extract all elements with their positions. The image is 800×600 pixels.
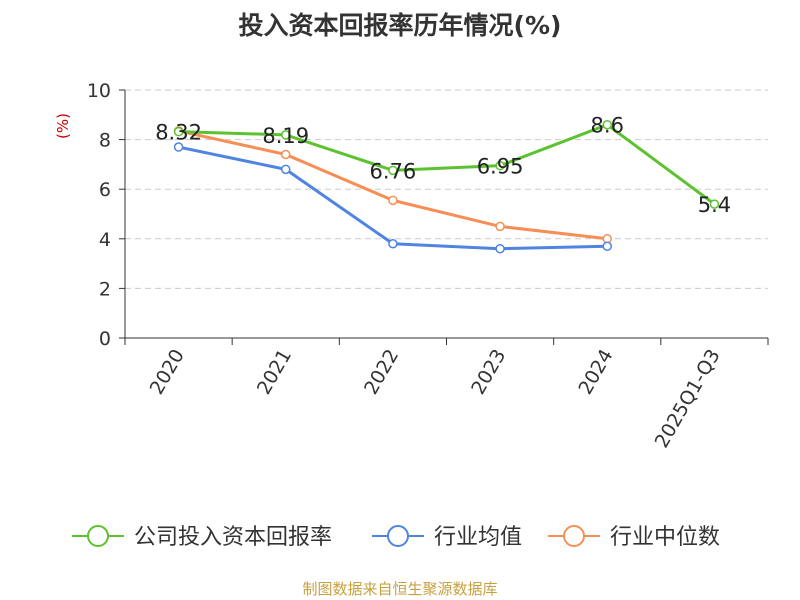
x-tick-label-2021: 2021	[253, 346, 296, 399]
series	[173, 119, 720, 254]
data-label-0: 8.32	[155, 121, 202, 145]
data-point-s0-0	[173, 126, 184, 137]
data-point-s1-0	[173, 142, 184, 152]
legend-label-0: 公司投入资本回报率	[134, 525, 332, 550]
data-labels: 8.32 8.19 6.76 6.95 8.6 5.4	[155, 114, 731, 217]
data-label-5: 5.4	[698, 193, 731, 217]
y-axis-label: (%)	[54, 113, 72, 139]
y-tick-label-4: 4	[99, 229, 111, 251]
y-tick-label-0: 0	[99, 328, 111, 350]
data-point-s2-1	[281, 149, 291, 160]
data-point-s0-5	[709, 199, 720, 209]
x-tick-label-2025Q1-Q3: 2025Q1-Q3	[651, 346, 725, 452]
series-line-2	[178, 129, 608, 241]
data-label-1: 8.19	[262, 124, 309, 148]
data-label-4: 8.6	[591, 114, 624, 138]
data-point-s1-2	[388, 239, 398, 249]
x-tick-label-2024: 2024	[574, 346, 617, 399]
legend-marker-2	[563, 525, 585, 547]
data-point-s1-3	[495, 243, 505, 254]
data-point-s0-1	[281, 130, 291, 140]
data-point-s0-3	[495, 160, 505, 171]
y-tick-label-10: 10	[87, 80, 111, 102]
series-line-0	[178, 123, 716, 206]
y-tick-label-8: 8	[99, 130, 111, 152]
legend-marker-0	[87, 525, 109, 547]
data-point-s2-3	[495, 221, 505, 232]
legend-marker-1	[387, 525, 409, 547]
y-tick-label-6: 6	[99, 179, 111, 201]
data-point-s1-1	[281, 164, 291, 175]
data-point-s0-2	[388, 165, 398, 176]
data-label-3: 6.95	[477, 155, 524, 179]
legend-label-2: 行业中位数	[610, 525, 720, 550]
chart-title: 投入资本回报率历年情况(%)	[238, 11, 562, 40]
data-point-s0-4	[602, 119, 612, 130]
x-tick-label-2023: 2023	[467, 346, 510, 399]
y-tick-label-2: 2	[99, 278, 111, 300]
legend[interactable]: 公司投入资本回报率 行业均值 行业中位数	[72, 525, 720, 550]
x-tick-label-2022: 2022	[360, 346, 403, 399]
data-source-note: 制图数据来自恒生聚源数据库	[302, 580, 498, 598]
grid-lines	[125, 89, 768, 289]
data-label-2: 6.76	[370, 159, 417, 183]
data-point-s2-2	[388, 195, 398, 206]
data-point-s1-4	[602, 241, 612, 251]
legend-label-1: 行业均值	[434, 525, 522, 550]
x-tick-label-2020: 2020	[146, 346, 189, 399]
